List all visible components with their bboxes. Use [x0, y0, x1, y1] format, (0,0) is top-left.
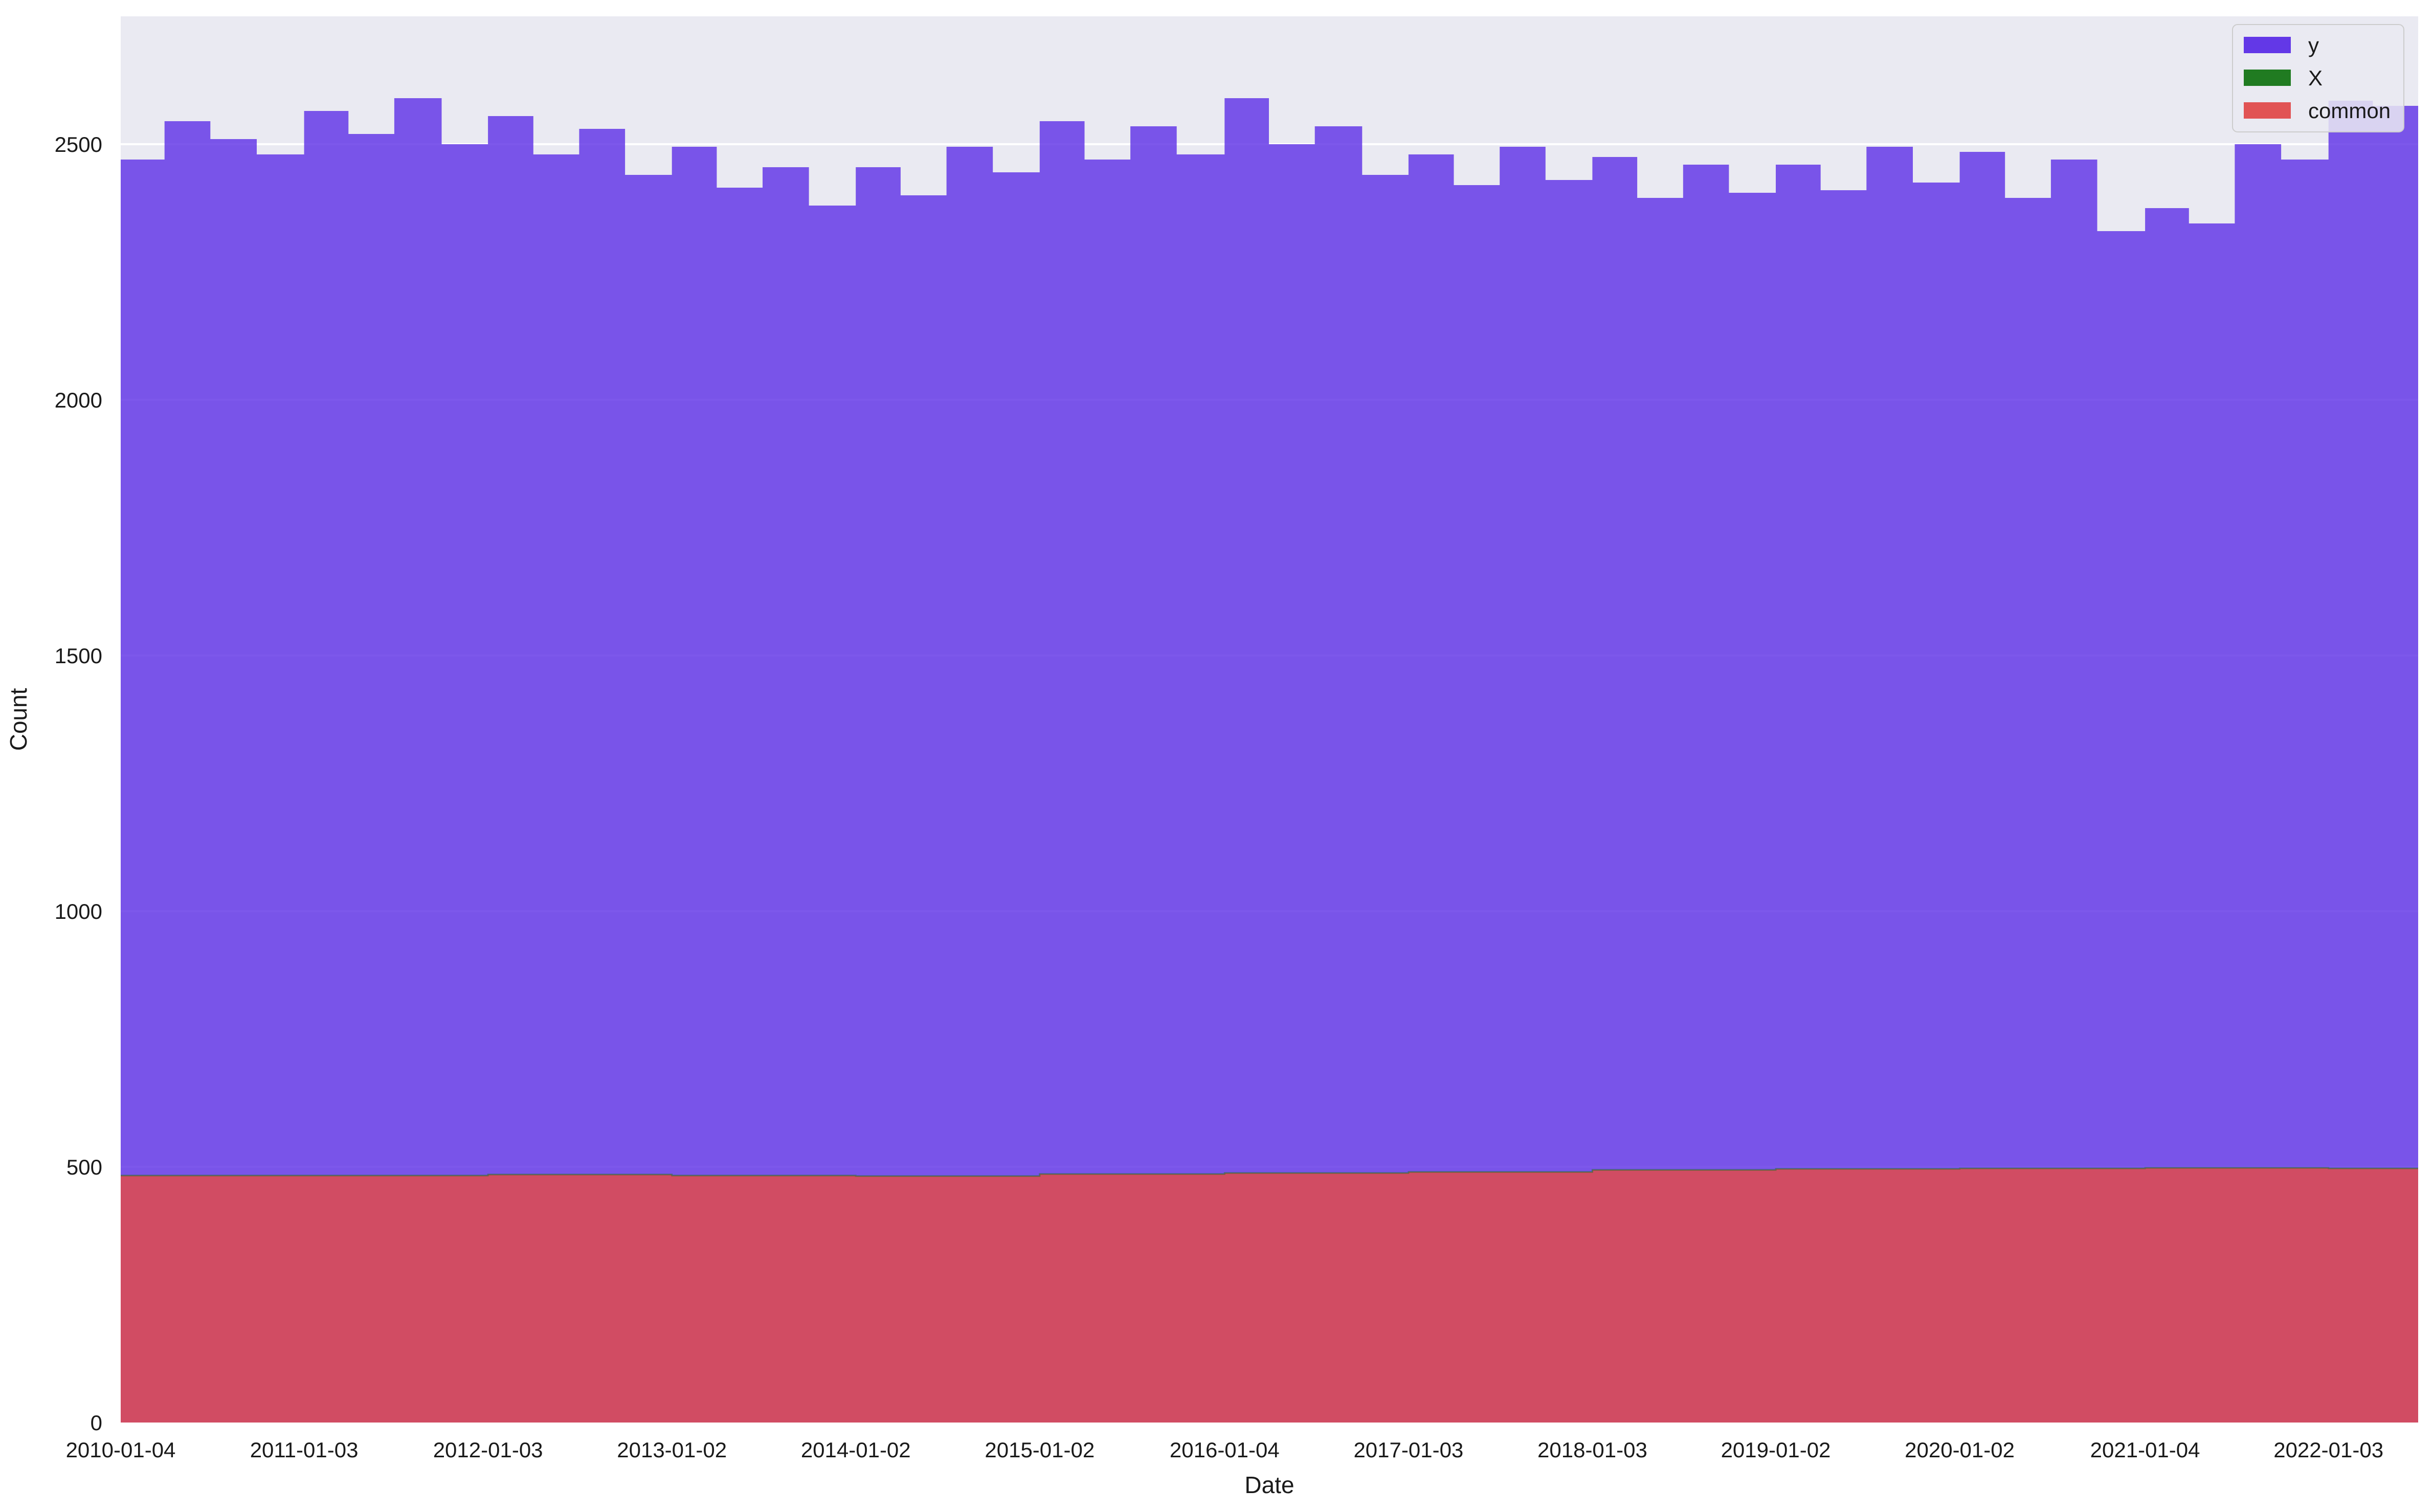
y-tick-label: 2500 [55, 132, 102, 156]
x-tick-label: 2021-01-04 [2090, 1438, 2200, 1462]
y-tick-label: 500 [66, 1155, 102, 1179]
y-tick-label: 1000 [55, 899, 102, 923]
x-tick-label: 2011-01-03 [250, 1438, 359, 1462]
x-tick-label: 2022-01-03 [2273, 1438, 2383, 1462]
legend-label-common: common [2308, 99, 2391, 123]
legend-swatch-common [2244, 102, 2291, 119]
y-tick-labels: 0 500 1000 1500 2000 2500 [55, 132, 102, 1435]
x-tick-label: 2017-01-03 [1353, 1438, 1463, 1462]
y-axis-label: Count [5, 688, 32, 751]
x-tick-label: 2012-01-03 [433, 1438, 543, 1462]
x-tick-label: 2014-01-02 [801, 1438, 911, 1462]
legend-label-x: X [2308, 66, 2323, 90]
series-area-y [121, 88, 2418, 1423]
y-tick-label: 2000 [55, 388, 102, 412]
series-areas [121, 88, 2418, 1423]
legend-swatch-x [2244, 70, 2291, 86]
x-tick-labels: 2010-01-04 2011-01-03 2012-01-03 2013-01-02… [66, 1438, 2383, 1462]
x-tick-label: 2010-01-04 [66, 1438, 176, 1462]
legend-label-y: y [2308, 33, 2319, 57]
legend-swatch-y [2244, 37, 2291, 53]
x-tick-label: 2020-01-02 [1905, 1438, 2015, 1462]
series-line-x [121, 1167, 2418, 1177]
x-tick-label: 2015-01-02 [985, 1438, 1095, 1462]
x-tick-label: 2018-01-03 [1537, 1438, 1647, 1462]
x-axis-label: Date [1244, 1472, 1294, 1498]
y-tick-label: 1500 [55, 644, 102, 668]
series-area-common [121, 1168, 2418, 1423]
x-tick-label: 2013-01-02 [617, 1438, 727, 1462]
x-tick-label: 2016-01-04 [1170, 1438, 1280, 1462]
x-tick-label: 2019-01-02 [1721, 1438, 1831, 1462]
y-tick-label: 0 [91, 1411, 102, 1435]
